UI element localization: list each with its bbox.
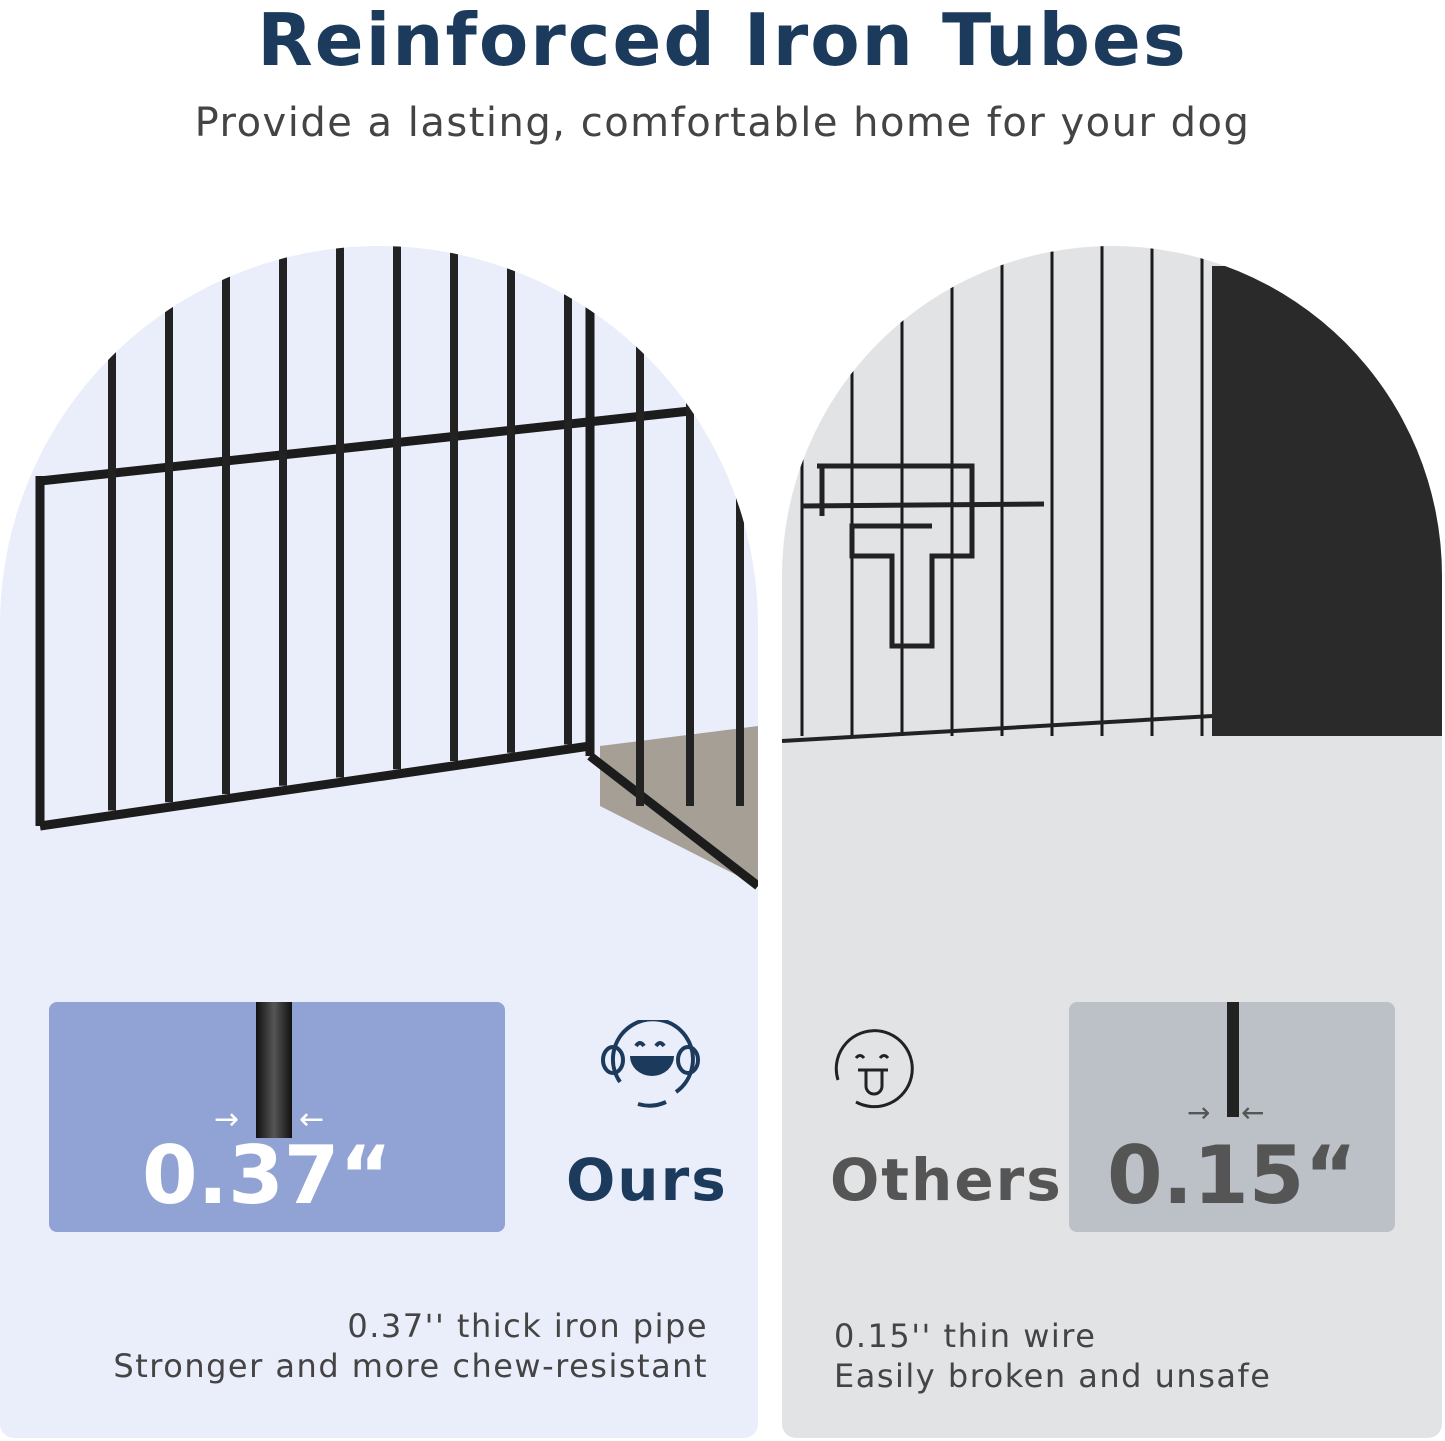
ours-thickness-box: → ← 0.37“ (49, 1002, 505, 1232)
others-label: Others (830, 1146, 1063, 1214)
arrow-left-icon: ← (1241, 1096, 1265, 1129)
page-title: Reinforced Iron Tubes (257, 0, 1188, 82)
others-panel: Others → ← 0.15“ 0.15'' thin wire Easily… (782, 246, 1442, 1438)
tongue-out-face-icon (834, 1029, 914, 1109)
page-subtitle: Provide a lasting, comfortable home for … (194, 100, 1251, 146)
ours-label: Ours (566, 1146, 728, 1214)
thin-wire-illustration (782, 246, 1442, 743)
thick-pipe-icon (256, 1002, 292, 1138)
others-desc-line1: 0.15'' thin wire (834, 1317, 1097, 1355)
arrow-right-icon: → (214, 1102, 240, 1137)
thick-fence-illustration (35, 246, 758, 890)
thin-wire-icon (1227, 1002, 1239, 1117)
others-desc-line2: Easily broken and unsafe (834, 1357, 1272, 1395)
others-thickness-box: → ← 0.15“ (1069, 1002, 1395, 1232)
others-thickness-value: 0.15“ (1107, 1129, 1357, 1222)
ours-thickness-value: 0.37“ (142, 1129, 392, 1222)
others-description: 0.15'' thin wire Easily broken and unsaf… (834, 1316, 1271, 1396)
ours-desc-line2: Stronger and more chew-resistant (113, 1347, 708, 1385)
ours-panel: → ← 0.37“ Ours 0.37'' thick iron pipe St… (0, 246, 758, 1438)
arrow-right-icon: → (1187, 1096, 1211, 1129)
ours-desc-line1: 0.37'' thick iron pipe (347, 1307, 708, 1345)
arrow-left-icon: ← (299, 1102, 325, 1137)
laughing-face-icon (601, 1020, 700, 1108)
ours-description: 0.37'' thick iron pipe Stronger and more… (113, 1306, 708, 1386)
